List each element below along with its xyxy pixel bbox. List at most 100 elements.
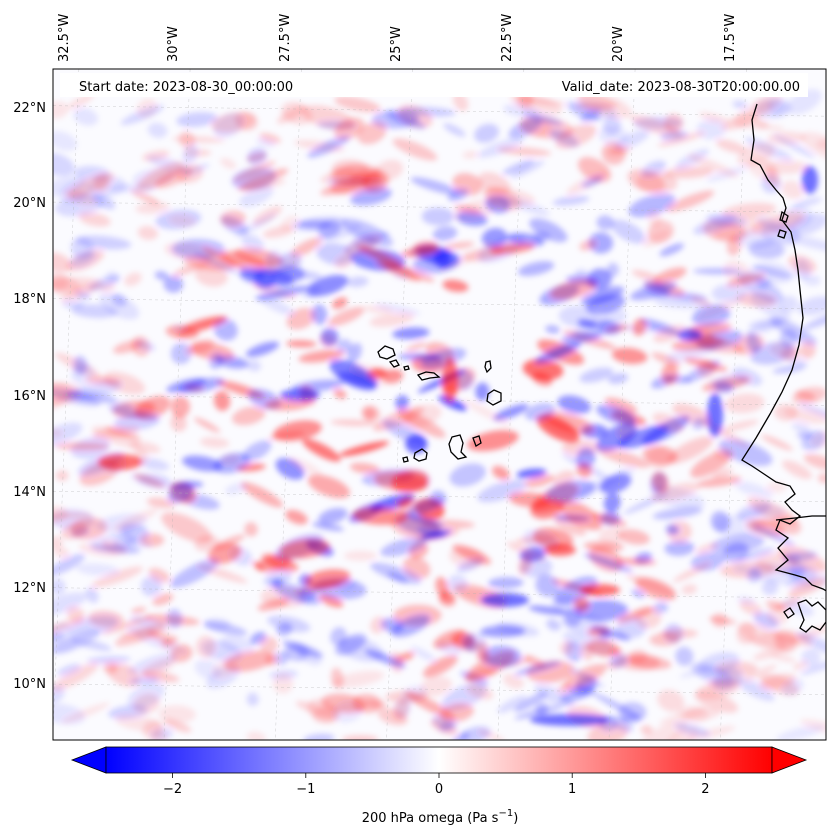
ascent-anomaly — [405, 341, 427, 353]
descent-anomaly — [307, 135, 350, 158]
ascent-anomaly — [591, 513, 627, 527]
descent-anomaly — [585, 294, 626, 315]
ascent-anomaly — [302, 438, 341, 462]
ascent-anomaly — [186, 339, 215, 355]
descent-anomaly — [71, 637, 112, 652]
ascent-anomaly — [673, 562, 711, 583]
descent-anomaly — [391, 614, 431, 638]
descent-anomaly — [395, 395, 409, 410]
ascent-anomaly — [334, 255, 353, 269]
descent-anomaly — [474, 123, 500, 143]
colorbar-gradient — [105, 746, 773, 774]
descent-anomaly — [274, 583, 322, 605]
descent-anomaly — [410, 646, 436, 662]
ascent-anomaly — [608, 146, 631, 156]
ascent-anomaly — [78, 544, 119, 557]
ascent-anomaly — [687, 154, 739, 178]
ascent-anomaly — [193, 417, 221, 433]
ascent-anomaly — [252, 561, 265, 570]
descent-anomaly — [250, 631, 267, 645]
ascent-anomaly — [799, 341, 816, 359]
map-panel — [52, 68, 827, 741]
descent-anomaly — [520, 556, 553, 578]
ascent-anomaly — [382, 262, 435, 282]
lat-label-14n: 14°N — [13, 485, 46, 500]
descent-anomaly — [603, 493, 621, 513]
descent-anomaly — [163, 275, 184, 293]
ascent-anomaly — [53, 252, 72, 273]
ascent-anomaly — [774, 597, 801, 611]
descent-anomaly — [452, 732, 470, 740]
ascent-anomaly — [374, 471, 429, 493]
ascent-anomaly — [439, 703, 474, 723]
graticule-parallel — [53, 587, 826, 599]
descent-anomaly — [675, 646, 694, 666]
descent-anomaly — [75, 235, 132, 250]
descent-anomaly — [692, 268, 741, 275]
descent-anomaly — [557, 395, 591, 414]
ascent-anomaly — [723, 419, 759, 431]
ascent-anomaly — [580, 584, 620, 596]
ascent-anomaly — [721, 112, 760, 131]
descent-anomaly — [498, 195, 550, 216]
descent-anomaly — [580, 108, 602, 123]
ascent-anomaly — [208, 543, 242, 564]
ascent-anomaly — [522, 358, 564, 381]
descent-anomaly — [611, 219, 646, 244]
descent-anomaly — [753, 612, 779, 629]
ascent-anomaly — [124, 272, 142, 287]
ascent-anomaly — [657, 689, 685, 712]
sal-island — [484, 360, 492, 374]
ascent-anomaly — [663, 166, 714, 179]
descent-anomaly — [447, 188, 469, 202]
ascent-anomaly — [68, 172, 115, 198]
ascent-anomaly — [461, 398, 511, 427]
lon-label-20w: 20°W — [611, 26, 626, 62]
descent-anomaly — [274, 651, 290, 665]
ascent-anomaly — [59, 283, 100, 302]
descent-anomaly — [643, 280, 670, 298]
descent-anomaly — [338, 372, 377, 387]
guinea-islands — [797, 599, 826, 633]
ascent-anomaly — [430, 718, 458, 735]
descent-anomaly — [618, 425, 669, 449]
ascent-anomaly — [91, 566, 143, 588]
descent-anomaly — [53, 152, 75, 177]
descent-anomaly — [799, 403, 826, 424]
ascent-anomaly — [506, 541, 546, 561]
ascent-anomaly — [383, 369, 403, 384]
ascent-anomaly — [444, 241, 475, 250]
descent-anomaly — [129, 676, 159, 685]
ascent-anomaly — [753, 119, 769, 128]
colorbar-label-main: 200 hPa omega (Pa s — [362, 811, 499, 826]
ascent-anomaly — [558, 500, 603, 530]
descent-anomaly — [554, 576, 598, 605]
descent-anomaly — [659, 243, 684, 257]
descent-anomaly — [596, 215, 614, 230]
descent-anomaly — [235, 213, 277, 237]
descent-anomaly — [674, 722, 710, 737]
descent-anomaly — [772, 365, 806, 374]
maio-island — [472, 435, 482, 447]
lon-label-25w: 25°W — [389, 26, 404, 62]
ascent-anomaly — [220, 157, 237, 170]
ascent-anomaly — [146, 497, 176, 509]
ascent-anomaly — [423, 655, 458, 678]
ascent-anomaly — [647, 447, 672, 470]
ascent-anomaly — [113, 340, 144, 354]
ascent-anomaly — [260, 636, 278, 655]
descent-anomaly — [481, 227, 508, 248]
ascent-anomaly — [651, 482, 701, 502]
ascent-anomaly — [626, 574, 674, 596]
ascent-anomaly — [67, 93, 94, 110]
ascent-anomaly — [142, 720, 164, 739]
lat-label-20n: 20°N — [13, 196, 46, 211]
descent-anomaly — [91, 193, 116, 210]
descent-anomaly — [528, 605, 568, 615]
ascent-anomaly — [502, 673, 524, 689]
ascent-anomaly — [618, 529, 650, 545]
descent-anomaly — [137, 473, 171, 486]
descent-anomaly — [86, 656, 131, 664]
ascent-anomaly — [152, 593, 174, 606]
ascent-anomaly — [158, 705, 196, 724]
